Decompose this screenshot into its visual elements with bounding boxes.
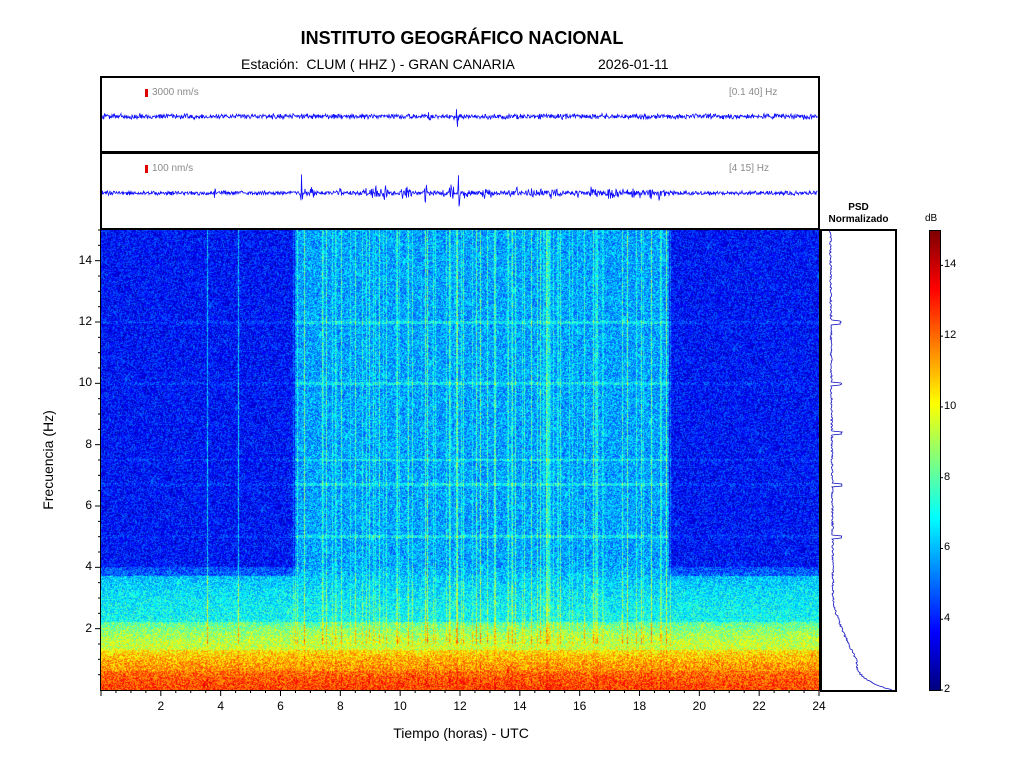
colorbar-unit: dB (925, 213, 938, 224)
psd-title: PSD Normalizado (820, 202, 897, 226)
x-tick-label: 6 (277, 699, 284, 713)
colorbar-tick-label: 8 (944, 470, 951, 483)
colorbar-tick-label: 2 (944, 683, 951, 695)
colorbar-tick-label: 10 (944, 399, 957, 412)
psd-panel (820, 229, 897, 692)
y-tick-label: 12 (78, 314, 92, 328)
date-label: 2026-01-11 (598, 56, 669, 72)
trace-waveform-filtered (102, 174, 818, 207)
x-tick-label: 16 (572, 699, 587, 713)
colorbar-tick-label: 14 (944, 258, 957, 271)
y-tick-label: 8 (85, 436, 92, 451)
page-title: INSTITUTO GEOGRÁFICO NACIONAL (300, 28, 624, 48)
y-axis-label: Frecuencia (Hz) (40, 410, 56, 510)
x-tick-label: 12 (453, 699, 467, 713)
trace-path-broadband (102, 109, 818, 127)
scale-bar-filtered (145, 165, 148, 173)
x-tick-label: 8 (336, 699, 344, 713)
x-tick-label: 18 (632, 699, 647, 713)
trace-band-filtered: [4 15] Hz (729, 163, 770, 174)
psd-line (829, 230, 893, 691)
x-tick-label: 4 (217, 699, 224, 713)
x-tick-label: 22 (752, 699, 766, 713)
psd-title-line2: Normalizado (828, 214, 889, 225)
x-tick-label: 10 (393, 699, 407, 713)
x-tick-label: 20 (692, 699, 706, 713)
x-axis-label: Tiempo (horas) - UTC (393, 725, 529, 741)
trace-waveform-broadband (102, 109, 818, 127)
spectrogram (101, 230, 819, 690)
trace-band-broadband: [0.1 40] Hz (729, 87, 778, 98)
x-tick-label: 14 (513, 699, 527, 713)
colorbar-tick-label: 12 (944, 329, 957, 342)
trace-path-filtered (102, 174, 818, 207)
y-tick-label: 10 (78, 375, 92, 390)
y-tick-label: 14 (78, 252, 92, 267)
trace-scale-broadband: 3000 nm/s (152, 87, 199, 98)
y-tick-label: 2 (85, 620, 92, 635)
scale-bar-broadband (145, 89, 148, 97)
x-tick-label: 2 (157, 699, 165, 713)
trace-scale-filtered: 100 nm/s (152, 163, 194, 174)
colorbar-tick-label: 4 (944, 612, 951, 625)
station-label: Estación: CLUM ( HHZ ) - GRAN CANARIA (241, 56, 515, 72)
y-tick-label: 6 (85, 498, 92, 512)
colorbar (929, 230, 941, 691)
x-tick-label: 24 (812, 699, 826, 713)
y-tick-label: 4 (85, 559, 92, 574)
psd-curve (829, 230, 893, 691)
psd-title-line1: PSD (848, 202, 869, 213)
colorbar-tick-label: 6 (944, 541, 951, 554)
